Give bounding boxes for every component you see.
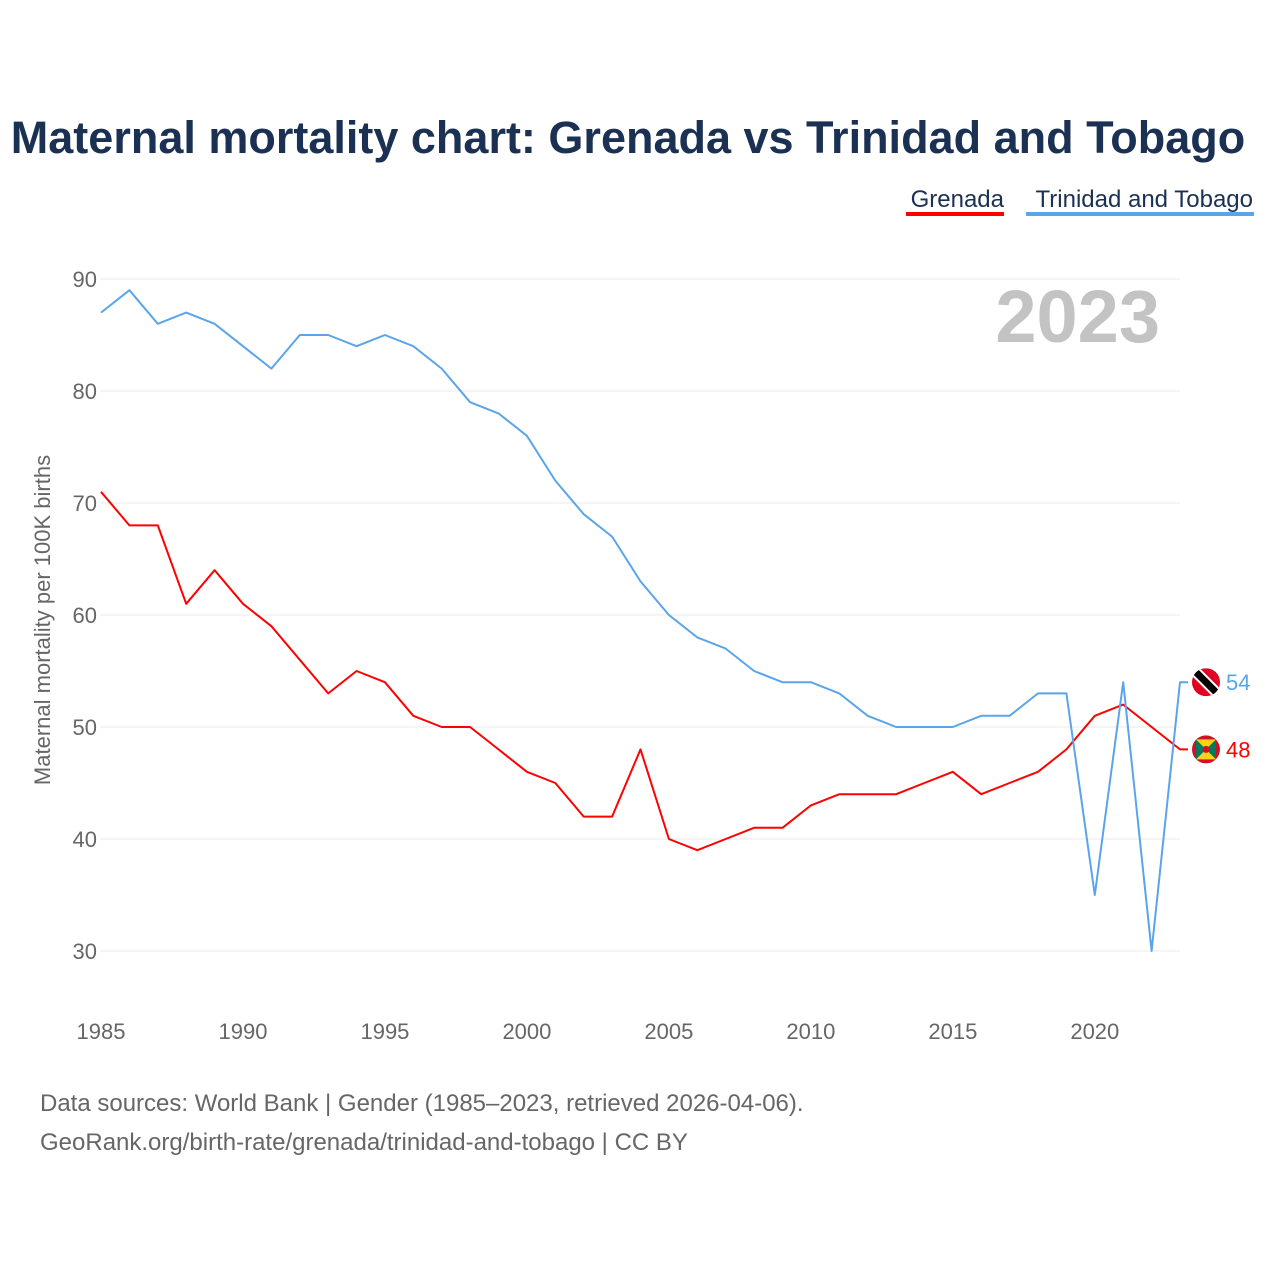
y-tick-label: 80: [73, 379, 97, 404]
x-tick-label: 2000: [502, 1019, 551, 1044]
legend-swatch-grenada: [906, 212, 1004, 216]
y-tick-label: 40: [73, 827, 97, 852]
y-axis-label: Maternal mortality per 100K births: [30, 455, 55, 785]
year-watermark: 2023: [995, 275, 1160, 358]
chart-title: Maternal mortality chart: Grenada vs Tri…: [11, 112, 1245, 163]
y-tick-label: 30: [73, 939, 97, 964]
grenada-flag-icon: [1192, 735, 1220, 764]
y-tick-label: 50: [73, 715, 97, 740]
footer-sources: Data sources: World Bank | Gender (1985–…: [40, 1090, 804, 1117]
trinidad-flag-icon: [1192, 668, 1220, 697]
end-value-label: 48: [1226, 737, 1250, 762]
x-tick-label: 2010: [786, 1019, 835, 1044]
x-tick-label: 1990: [218, 1019, 267, 1044]
y-tick-label: 60: [73, 603, 97, 628]
x-tick-label: 1985: [77, 1019, 126, 1044]
x-tick-label: 2015: [928, 1019, 977, 1044]
legend-item-trinidad[interactable]: Trinidad and Tobago: [1036, 186, 1254, 213]
end-value-label: 54: [1226, 670, 1250, 695]
y-tick-label: 70: [73, 491, 97, 516]
series-line-grenada: [100, 491, 1188, 852]
x-tick-label: 2005: [644, 1019, 693, 1044]
series-line-trinidad: [100, 289, 1188, 952]
x-tick-label: 1995: [360, 1019, 409, 1044]
y-tick-label: 90: [73, 267, 97, 292]
footer-url[interactable]: GeoRank.org/birth-rate/grenada/trinidad-…: [40, 1129, 688, 1156]
legend: Grenada Trinidad and Tobago: [906, 186, 1254, 216]
legend-swatch-trinidad: [1026, 212, 1254, 216]
legend-item-grenada[interactable]: Grenada: [911, 186, 1005, 213]
x-tick-label: 2020: [1070, 1019, 1119, 1044]
